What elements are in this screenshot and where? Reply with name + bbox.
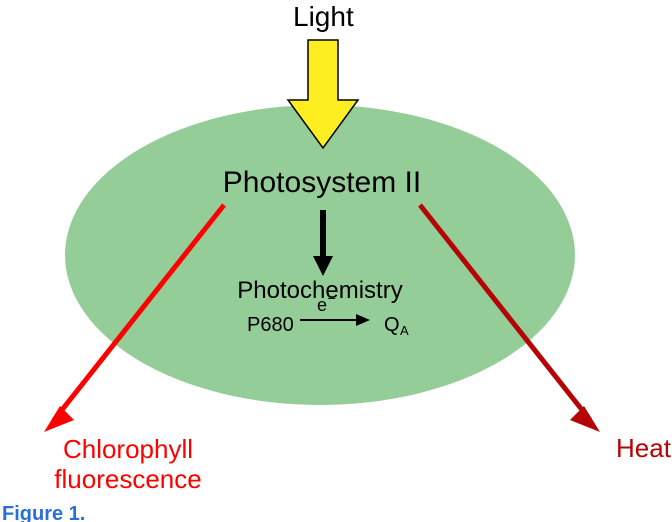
- label-q-subscript-a: A: [400, 324, 409, 338]
- label-electron-e: e: [317, 296, 327, 316]
- label-chlorophyll: Chlorophyll: [63, 435, 193, 464]
- label-fluorescence: fluorescence: [54, 465, 201, 494]
- label-photosystem-ii: Photosystem II: [223, 166, 421, 199]
- label-q: Q: [384, 314, 400, 336]
- label-electron-minus: –: [328, 291, 335, 305]
- photosystem-ellipse: [65, 105, 575, 405]
- label-p680: P680: [247, 314, 294, 336]
- label-light: Light: [293, 2, 354, 33]
- label-heat: Heat: [616, 434, 671, 463]
- figure-caption: Figure 1.: [2, 503, 85, 522]
- diagram-stage: Light Photosystem II Photochemistry P680…: [0, 0, 672, 522]
